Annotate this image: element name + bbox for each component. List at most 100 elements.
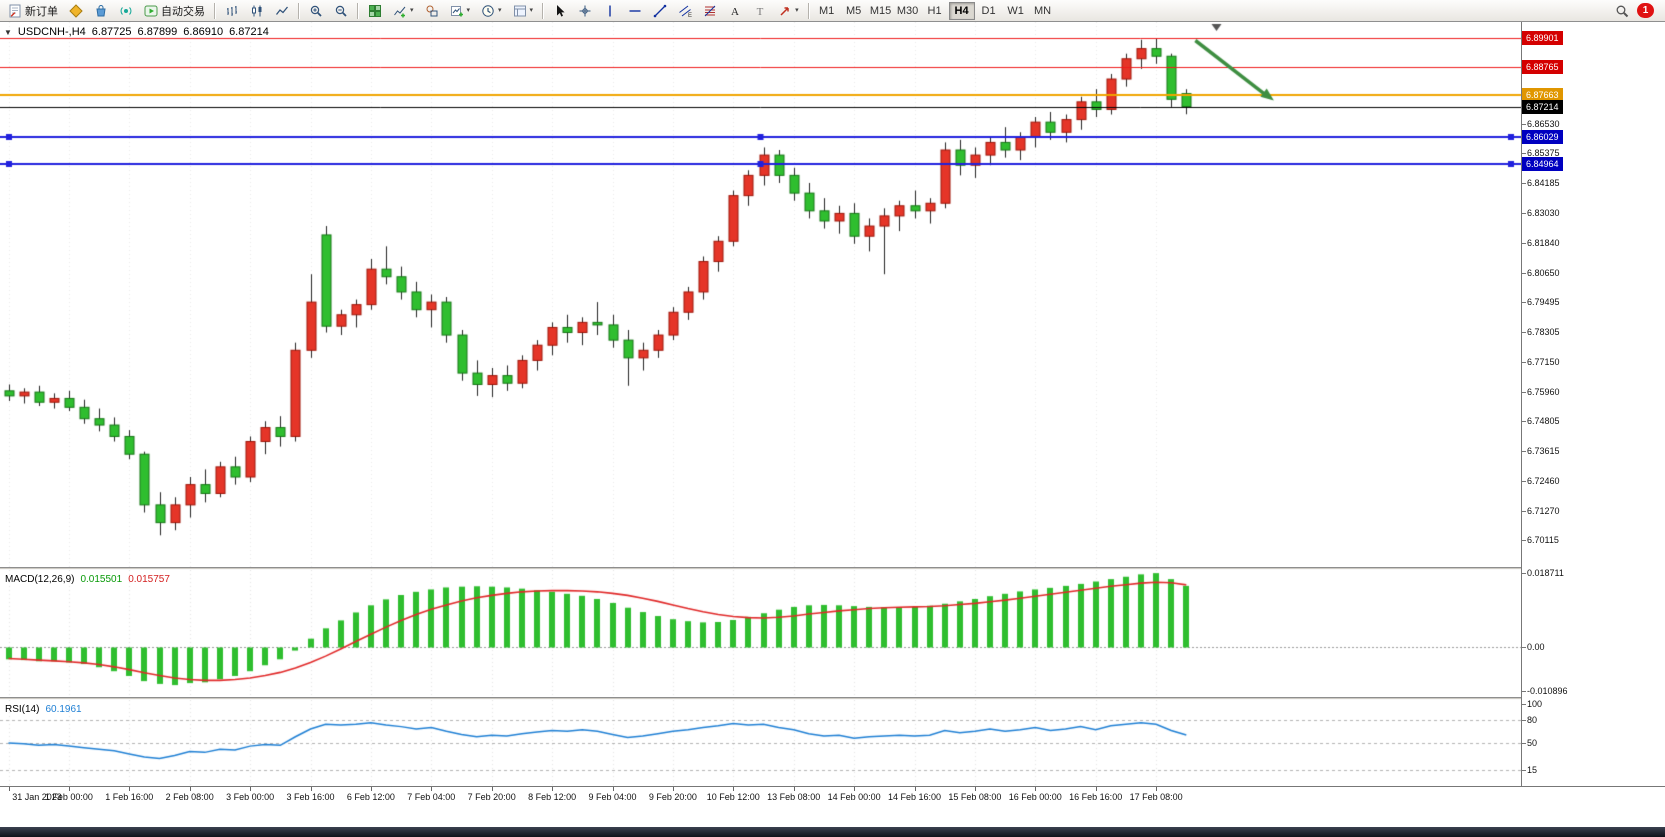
- period-button[interactable]: ▾: [476, 1, 507, 21]
- text-icon: A: [728, 4, 742, 18]
- macd-signal-value: 0.015757: [128, 574, 170, 585]
- axis-tick-mark: [1522, 480, 1526, 482]
- price-axis-label: -0.010896: [1527, 685, 1568, 696]
- timeframe-w1-button[interactable]: W1: [1003, 2, 1029, 20]
- time-axis-label: 3 Feb 16:00: [286, 792, 335, 802]
- svg-text:A: A: [731, 6, 739, 18]
- toolbar-group-line-studies: E A T ▾: [548, 1, 804, 21]
- text-button[interactable]: A: [723, 1, 747, 21]
- timeframe-m15-button[interactable]: M15: [868, 2, 894, 20]
- indicators-button[interactable]: ▾: [388, 1, 419, 21]
- timeframe-m30-button[interactable]: M30: [895, 2, 921, 20]
- chart-low-value: 6.86910: [183, 26, 224, 38]
- channel-button[interactable]: E: [673, 1, 697, 21]
- zoom-out-button[interactable]: [329, 1, 353, 21]
- time-axis[interactable]: 31 Jan 2023 1 Feb 00:00 1 Feb 16:00 2 Feb 0…: [0, 786, 1665, 810]
- line-chart-button[interactable]: [270, 1, 294, 21]
- price-axis-label: 6.85375: [1527, 148, 1560, 159]
- price-axis[interactable]: 6.86530 6.85375 6.84185 6.83030 6.81840 6.806…: [1521, 22, 1665, 786]
- price-axis-label: 80: [1527, 714, 1538, 725]
- vertical-line-button[interactable]: [598, 1, 622, 21]
- arrows-icon: [778, 4, 792, 18]
- dropdown-caret-icon: ▾: [529, 7, 534, 14]
- time-axis-label: 16 Feb 16:00: [1069, 792, 1123, 802]
- macd-indicator-canvas[interactable]: [0, 570, 1521, 697]
- objects-icon: [425, 4, 439, 18]
- timeframe-m5-button[interactable]: M5: [841, 2, 867, 20]
- bar-chart-button[interactable]: [220, 1, 244, 21]
- macd-name: MACD(12,26,9): [5, 574, 75, 585]
- hline-price-badge: 6.87663: [1522, 88, 1563, 103]
- panel-splitter[interactable]: [0, 697, 1665, 700]
- axis-tick-mark: [1522, 690, 1526, 692]
- crosshair-button[interactable]: [573, 1, 597, 21]
- panel-splitter[interactable]: [0, 567, 1665, 570]
- metaeditor-button[interactable]: [64, 1, 88, 21]
- axis-tick-mark: [1522, 212, 1526, 214]
- signals-button[interactable]: [114, 1, 138, 21]
- notification-badge[interactable]: 1: [1637, 3, 1654, 18]
- new-chart-button[interactable]: ▾: [445, 1, 476, 21]
- time-axis-label: 6 Feb 12:00: [346, 792, 395, 802]
- axis-tick-mark: [9, 787, 10, 791]
- label-button[interactable]: T: [748, 1, 772, 21]
- axis-tick-mark: [613, 787, 614, 791]
- objects-button[interactable]: [420, 1, 444, 21]
- axis-tick-mark: [1522, 391, 1526, 393]
- toolbar-group-timeframes: M1 M5 M15 M30 H1 H4 D1 W1 MN: [814, 1, 1056, 20]
- time-axis-label: 9 Feb 20:00: [648, 792, 697, 802]
- cursor-button[interactable]: [548, 1, 572, 21]
- axis-tick-mark: [1522, 242, 1526, 244]
- axis-tick-mark: [1522, 719, 1526, 721]
- price-axis-label: 6.79495: [1527, 297, 1560, 308]
- trendline-icon: [653, 4, 667, 18]
- toolbar-separator: [214, 2, 216, 19]
- timeframe-d1-button[interactable]: D1: [976, 2, 1002, 20]
- tile-windows-button[interactable]: [363, 1, 387, 21]
- vertical-line-icon: [603, 4, 617, 18]
- timeframe-mn-button[interactable]: MN: [1030, 2, 1056, 20]
- svg-text:E: E: [688, 13, 692, 18]
- market-button[interactable]: [89, 1, 113, 21]
- timeframe-m1-button[interactable]: M1: [814, 2, 840, 20]
- dropdown-caret-icon: ▾: [795, 7, 799, 14]
- toolbar-group-chart-type: [220, 1, 294, 21]
- autotrading-icon: [144, 4, 158, 18]
- symbol-search-button[interactable]: [1610, 1, 1634, 21]
- axis-tick-mark: [1035, 787, 1036, 791]
- axis-tick-mark: [854, 787, 855, 791]
- horizontal-line-button[interactable]: [623, 1, 647, 21]
- timeframe-h4-button[interactable]: H4: [948, 1, 975, 20]
- price-chart-canvas[interactable]: [0, 22, 1521, 567]
- candlestick-chart-button[interactable]: [245, 1, 269, 21]
- rsi-indicator-canvas[interactable]: [0, 700, 1521, 786]
- trendline-button[interactable]: [648, 1, 672, 21]
- toolbar-separator: [298, 2, 300, 19]
- hline-price-badge: 6.84964: [1522, 156, 1563, 171]
- new-order-button[interactable]: 新订单: [3, 1, 63, 21]
- price-axis-label: 6.71270: [1527, 505, 1560, 516]
- chart-info-toggle-icon[interactable]: ▼: [4, 27, 12, 37]
- axis-tick-mark: [1522, 123, 1526, 125]
- time-axis-label: 7 Feb 20:00: [467, 792, 516, 802]
- autotrading-label: 自动交易: [161, 5, 205, 18]
- time-axis-label: 16 Feb 00:00: [1008, 792, 1062, 802]
- arrows-button[interactable]: ▾: [773, 1, 804, 21]
- macd-value: 0.015501: [80, 574, 123, 585]
- axis-tick-mark: [492, 787, 493, 791]
- price-axis-label: 15: [1527, 765, 1538, 776]
- autotrading-button[interactable]: 自动交易: [139, 1, 210, 21]
- zoom-in-button[interactable]: [304, 1, 328, 21]
- chart-high-value: 6.87899: [137, 26, 178, 38]
- time-axis-label: 14 Feb 16:00: [887, 792, 942, 802]
- toolbar-separator: [542, 2, 545, 19]
- axis-tick-mark: [1522, 743, 1526, 744]
- axis-tick-mark: [1522, 573, 1526, 575]
- fibonacci-button[interactable]: [698, 1, 722, 21]
- chart-window: ▼ USDCNH-,H4 6.87725 6.87899 6.86910 6.8…: [0, 22, 1665, 827]
- rsi-label: RSI(14) 60.1961: [5, 704, 82, 715]
- timeframe-h1-button[interactable]: H1: [922, 2, 948, 20]
- template-button[interactable]: ▾: [508, 1, 539, 21]
- time-axis-label: 31 Jan 2023: [12, 792, 62, 802]
- new-order-icon: [8, 4, 22, 18]
